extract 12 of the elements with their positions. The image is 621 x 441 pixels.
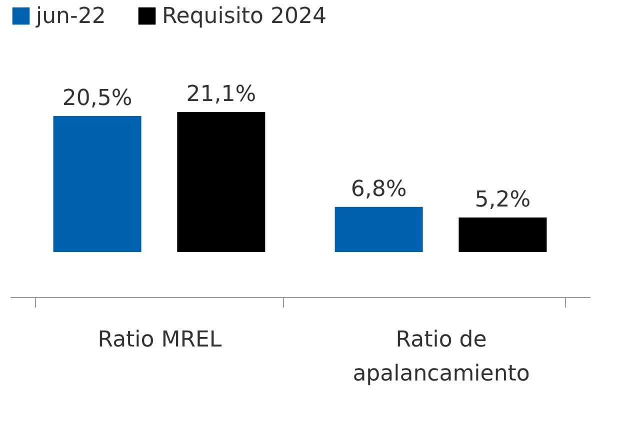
legend-label: Requisito 2024	[162, 4, 326, 29]
bar	[177, 112, 266, 252]
data-label: 20,5%	[62, 86, 132, 111]
bar	[53, 116, 142, 252]
bar	[458, 218, 547, 252]
bar	[334, 206, 423, 252]
data-label: 5,2%	[474, 188, 531, 212]
x-tick-label: Ratio MREL	[98, 328, 222, 352]
data-label: 21,1%	[186, 82, 256, 107]
data-label: 6,8%	[350, 176, 407, 202]
legend-label: jun-22	[35, 4, 106, 29]
x-tick-label: Ratio de apalancamiento	[352, 328, 530, 386]
